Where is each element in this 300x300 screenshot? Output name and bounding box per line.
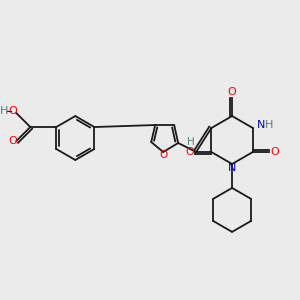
Text: O: O xyxy=(8,106,17,116)
Text: H: H xyxy=(265,120,273,130)
Text: O: O xyxy=(270,147,279,157)
Text: O: O xyxy=(185,147,194,157)
Text: O: O xyxy=(228,87,236,97)
Text: H: H xyxy=(187,137,195,147)
Text: O: O xyxy=(8,136,17,146)
Text: N: N xyxy=(228,163,236,173)
Text: O: O xyxy=(159,150,167,160)
Text: H: H xyxy=(0,106,8,116)
Text: N: N xyxy=(257,120,265,130)
